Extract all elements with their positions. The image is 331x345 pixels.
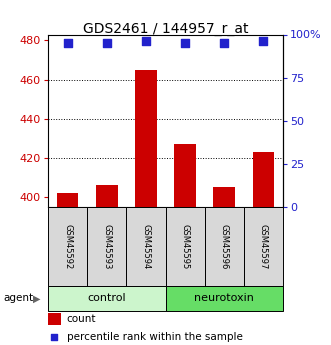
Bar — [166, 286, 283, 310]
Text: GSM45593: GSM45593 — [102, 224, 111, 269]
Bar — [174, 144, 196, 207]
Point — [182, 40, 188, 46]
Bar — [48, 313, 61, 325]
Bar — [87, 207, 126, 286]
Text: control: control — [87, 294, 126, 303]
Text: count: count — [67, 314, 96, 324]
Bar — [57, 193, 78, 207]
Bar — [213, 187, 235, 207]
Text: ▶: ▶ — [33, 294, 41, 303]
Text: GSM45596: GSM45596 — [220, 224, 229, 269]
Text: GSM45595: GSM45595 — [181, 224, 190, 269]
Bar — [48, 207, 87, 286]
Point — [261, 39, 266, 44]
Point — [52, 335, 57, 340]
Bar — [244, 207, 283, 286]
Bar — [166, 207, 205, 286]
Bar — [96, 186, 118, 207]
Bar — [48, 286, 166, 310]
Text: neurotoxin: neurotoxin — [194, 294, 254, 303]
Text: GDS2461 / 144957_r_at: GDS2461 / 144957_r_at — [83, 22, 248, 37]
Text: GSM45594: GSM45594 — [141, 224, 150, 269]
Bar — [205, 207, 244, 286]
Point — [143, 39, 149, 44]
Text: GSM45597: GSM45597 — [259, 224, 268, 269]
Bar — [135, 70, 157, 207]
Bar — [253, 152, 274, 207]
Point — [65, 40, 70, 46]
Point — [104, 40, 109, 46]
Text: GSM45592: GSM45592 — [63, 224, 72, 269]
Text: percentile rank within the sample: percentile rank within the sample — [67, 333, 243, 342]
Text: agent: agent — [3, 294, 33, 303]
Bar — [126, 207, 166, 286]
Point — [222, 40, 227, 46]
